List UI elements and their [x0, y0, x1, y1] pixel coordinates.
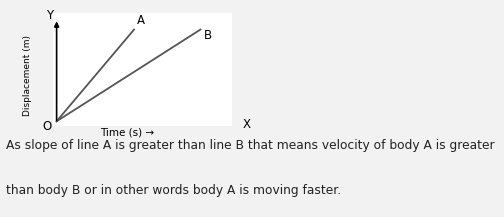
Text: Y: Y	[46, 9, 53, 22]
Text: B: B	[204, 29, 212, 42]
Text: O: O	[43, 120, 52, 133]
Text: than body B or in other words body A is moving faster.: than body B or in other words body A is …	[6, 184, 341, 197]
Text: Time (s) →: Time (s) →	[100, 127, 154, 137]
Text: X: X	[242, 118, 250, 132]
Text: A: A	[137, 14, 145, 27]
Text: As slope of line A is greater than line B that means velocity of body A is great: As slope of line A is greater than line …	[6, 139, 494, 152]
Text: Displacement (m): Displacement (m)	[23, 35, 32, 116]
